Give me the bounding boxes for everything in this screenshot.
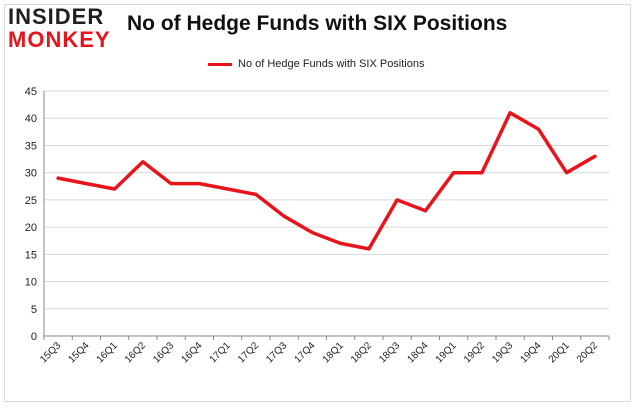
y-tick-label: 5 <box>31 304 37 316</box>
x-tick-label: 17Q4 <box>292 340 317 365</box>
x-tick-label: 18Q1 <box>321 340 346 365</box>
x-tick-label: 17Q1 <box>208 340 233 365</box>
data-point <box>480 171 484 174</box>
data-point <box>424 209 427 212</box>
x-tick-label: 20Q1 <box>547 340 572 365</box>
data-point <box>113 187 116 191</box>
data-point <box>169 182 173 185</box>
x-tick-label: 19Q1 <box>434 340 459 365</box>
data-point <box>141 160 145 163</box>
insider-monkey-logo: INSIDER MONKEY <box>8 6 120 52</box>
data-point <box>537 127 540 131</box>
logo-text-bottom: MONKEY <box>8 27 111 52</box>
y-tick-label: 25 <box>25 195 37 207</box>
y-tick-labels: 0 5 10 15 20 25 30 35 40 45 <box>25 86 37 343</box>
series-line <box>56 111 597 251</box>
y-tick-label: 35 <box>25 140 37 152</box>
x-tick-label: 18Q3 <box>377 340 402 365</box>
data-point <box>56 176 60 180</box>
y-tick-label: 20 <box>25 222 37 234</box>
chart-legend: No of Hedge Funds with SIX Positions <box>208 56 424 72</box>
data-point <box>226 187 229 191</box>
data-point <box>367 247 371 251</box>
x-tick-label: 15Q4 <box>66 340 91 365</box>
x-tick-label: 18Q4 <box>405 340 430 365</box>
data-point <box>339 242 342 245</box>
data-point <box>85 182 88 185</box>
x-tick-label: 19Q2 <box>462 340 487 365</box>
data-point <box>452 171 455 174</box>
series-lines <box>56 111 597 251</box>
data-point <box>593 155 597 158</box>
data-point <box>565 171 568 174</box>
x-tick-label: 16Q4 <box>179 340 204 365</box>
x-tick-label: 19Q3 <box>490 340 515 365</box>
x-tick-label: 17Q2 <box>236 340 261 365</box>
data-point <box>254 193 258 196</box>
x-tick-label: 16Q3 <box>151 340 176 365</box>
legend-line-swatch <box>208 62 232 66</box>
x-tick-label: 19Q4 <box>518 340 543 365</box>
y-tick-label: 0 <box>31 331 37 343</box>
logo-text-top: INSIDER <box>8 4 105 29</box>
x-tick-labels: 15Q3 15Q4 16Q1 16Q2 16Q3 16Q4 17Q1 17Q2 17Q3 17Q4… <box>38 340 600 365</box>
x-tick-label: 18Q2 <box>349 340 374 365</box>
y-tick-label: 15 <box>25 249 37 261</box>
x-tick-label: 16Q1 <box>95 340 120 365</box>
grid-lines <box>44 90 609 310</box>
data-point <box>198 182 201 185</box>
x-tick-label: 15Q3 <box>38 340 63 365</box>
x-tick-label: 16Q2 <box>123 340 148 365</box>
data-point <box>311 231 314 234</box>
y-tick-label: 10 <box>25 277 37 289</box>
data-point <box>508 111 512 114</box>
data-point <box>282 215 286 218</box>
y-tick-label: 30 <box>25 168 37 180</box>
data-point <box>395 198 399 202</box>
y-tick-label: 40 <box>25 113 37 125</box>
y-tick-label: 45 <box>25 86 37 98</box>
x-tick-label: 17Q3 <box>264 340 289 365</box>
chart-title: No of Hedge Funds with SIX Positions <box>127 12 508 35</box>
axes <box>43 91 610 340</box>
x-tick-label: 20Q2 <box>575 340 600 365</box>
legend-label: No of Hedge Funds with SIX Positions <box>238 58 425 70</box>
